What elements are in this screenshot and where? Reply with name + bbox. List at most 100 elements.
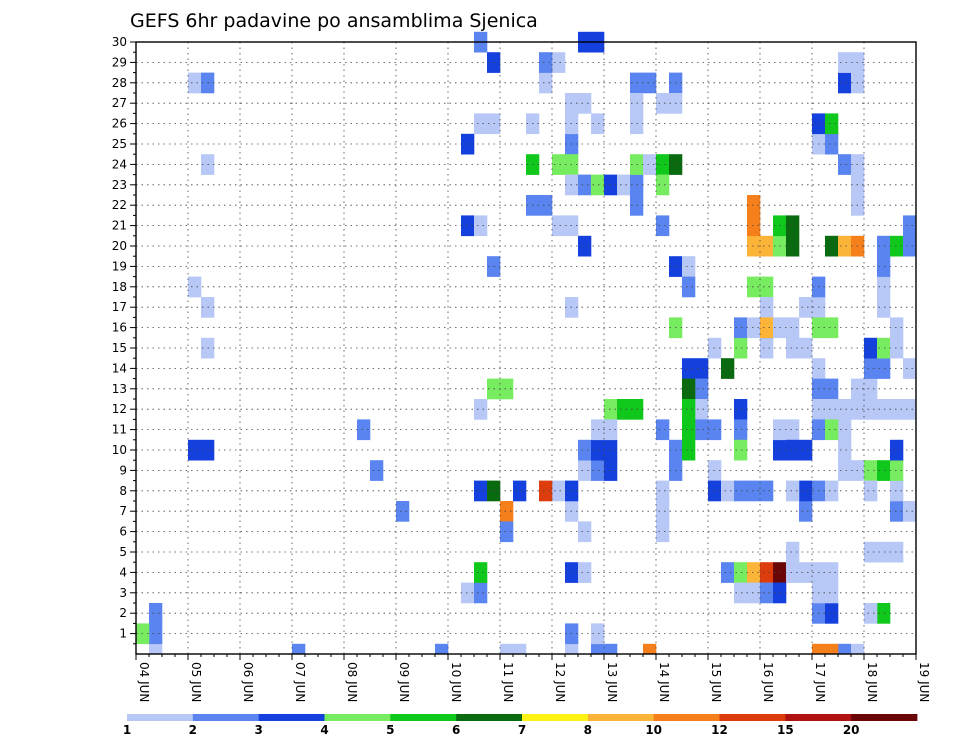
precip-cell	[838, 419, 852, 441]
precip-cell	[747, 480, 761, 502]
precip-cell	[864, 358, 878, 379]
legend-swatch	[587, 714, 655, 721]
precip-cell	[786, 541, 800, 563]
precip-cell	[877, 541, 891, 563]
y-tick-label: 1	[119, 627, 127, 641]
precip-cell	[786, 215, 800, 237]
precip-cell	[539, 52, 553, 73]
y-tick-label: 15	[112, 341, 127, 355]
precip-cell	[578, 460, 592, 481]
precip-cell	[786, 562, 800, 583]
precip-cell	[292, 643, 306, 655]
precip-cell	[396, 501, 410, 522]
precip-cell	[656, 480, 670, 502]
y-tick-label: 8	[119, 484, 127, 498]
precip-cell	[500, 521, 514, 543]
y-tick-label: 16	[112, 321, 127, 335]
legend-label: 4	[320, 723, 328, 737]
precip-cell	[760, 276, 774, 298]
legend-swatch	[785, 714, 852, 721]
precip-cell	[604, 439, 618, 461]
precip-cell	[552, 480, 566, 502]
precip-cell	[799, 501, 813, 522]
x-tick-label: 16 JUN	[761, 662, 775, 702]
precip-cell	[786, 419, 800, 441]
legend-swatch	[719, 714, 786, 721]
precip-cell	[890, 235, 904, 257]
y-tick-label: 4	[119, 565, 127, 579]
precip-cell	[734, 439, 748, 461]
precip-cell	[474, 582, 488, 604]
y-tick-label: 24	[112, 157, 127, 171]
legend-label: 6	[452, 723, 460, 737]
legend-label: 2	[189, 723, 197, 737]
x-tick-label: 05 JUN	[189, 662, 203, 702]
legend-label: 5	[386, 723, 394, 737]
precip-cell	[825, 378, 839, 400]
precip-cell	[864, 399, 878, 420]
precip-cell	[734, 480, 748, 502]
precip-cell	[760, 480, 774, 502]
y-tick-label: 3	[119, 586, 127, 600]
x-tick-label: 06 JUN	[241, 662, 255, 702]
precip-cell	[877, 399, 891, 420]
precip-cell	[825, 562, 839, 583]
precip-cell	[500, 643, 514, 655]
y-tick-label: 11	[112, 423, 127, 437]
y-tick-label: 17	[112, 300, 127, 314]
precip-cell	[578, 521, 592, 543]
precip-cell	[734, 337, 748, 359]
y-tick-label: 13	[112, 382, 127, 396]
precip-cell	[461, 133, 475, 155]
precip-cell	[760, 337, 774, 359]
precip-cell	[149, 603, 163, 624]
precip-cell	[799, 480, 813, 502]
y-tick-label: 5	[119, 545, 127, 559]
x-tick-label: 17 JUN	[813, 662, 827, 702]
precip-cell	[682, 399, 696, 420]
precip-cell	[578, 174, 592, 196]
precip-cell	[734, 582, 748, 604]
chart-title: GEFS 6hr padavine po ansamblima Sjenica	[130, 10, 538, 32]
precip-cell	[656, 93, 670, 114]
precip-cell	[825, 235, 839, 257]
precip-cell	[565, 643, 579, 655]
y-tick-label: 18	[112, 280, 127, 294]
precip-cell	[851, 643, 865, 655]
precip-cell	[825, 399, 839, 420]
legend-swatch	[653, 714, 720, 721]
precip-cell	[643, 643, 657, 655]
precip-cell	[734, 562, 748, 583]
precip-cell	[500, 501, 514, 522]
grid-lines	[136, 42, 916, 654]
precip-cell	[721, 480, 735, 502]
precip-cell	[474, 399, 488, 420]
precip-cell	[825, 133, 839, 155]
legend-swatch	[522, 714, 589, 721]
precip-cell	[656, 215, 670, 237]
y-tick-label: 14	[112, 361, 127, 375]
precip-cell	[864, 378, 878, 400]
precip-cell	[890, 501, 904, 522]
color-legend: 1 2 3 4 5 6 7 8 10 12 15 20	[123, 714, 918, 737]
legend-label: 10	[645, 723, 662, 737]
y-tick-label: 27	[112, 96, 127, 110]
precip-cell	[890, 460, 904, 481]
precip-cell	[734, 399, 748, 420]
y-tick-label: 26	[112, 117, 127, 131]
precip-cell	[877, 460, 891, 481]
x-tick-label: 09 JUN	[397, 662, 411, 702]
precip-cell	[890, 317, 904, 339]
y-tick-label: 7	[119, 504, 127, 518]
legend-label: 3	[254, 723, 262, 737]
precip-cell	[682, 419, 696, 441]
precip-cell	[656, 419, 670, 441]
precip-cell	[188, 439, 202, 461]
precip-cell	[474, 480, 488, 502]
precip-cell	[747, 195, 761, 216]
precip-cell	[903, 215, 917, 237]
precip-cell	[890, 541, 904, 563]
precip-cell	[760, 317, 774, 339]
precip-cell	[864, 541, 878, 563]
